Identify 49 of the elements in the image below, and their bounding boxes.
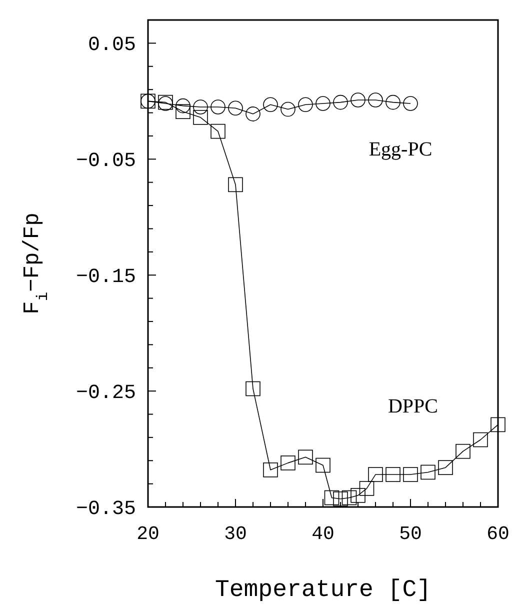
point [368,467,383,482]
point [280,456,296,470]
point [263,462,278,478]
point [333,491,348,506]
point [210,124,226,139]
point [386,467,400,482]
point [298,450,313,465]
point [386,94,400,110]
point [246,381,260,396]
x-tick-label: 60 [486,523,510,545]
point [246,106,260,122]
point [298,97,313,112]
series-label: DPPC [388,396,438,418]
point [456,444,470,459]
point [350,488,366,503]
x-tick-label: 30 [224,523,247,545]
x-tick-label: 40 [312,523,334,545]
y-tick-label: 0.05 [88,34,136,58]
point [438,460,453,475]
y-tick-label: −0.05 [76,150,136,174]
point [263,97,278,112]
point [490,417,506,432]
point [316,96,330,111]
point [350,92,366,108]
y-tick-label: −0.15 [76,266,136,290]
point [228,100,243,116]
point [176,104,190,119]
point [359,481,374,496]
y-tick-label: −0.25 [76,382,136,406]
x-tick-label: 50 [399,523,422,545]
point [193,110,208,125]
y-tick-label: −0.35 [76,498,136,521]
point [420,464,436,480]
series-label: Egg-PC [368,138,432,160]
point [403,96,418,111]
point [324,490,340,506]
point [210,100,226,114]
point [280,102,296,117]
point [342,490,357,506]
point [368,92,383,108]
point [473,432,488,448]
point [316,458,330,473]
x-tick-label: 20 [136,523,160,545]
x-axis-title: Temperature [C] [214,577,432,604]
point [403,467,418,482]
point [176,98,190,114]
point [193,100,208,114]
point [228,177,243,192]
point [333,94,348,110]
